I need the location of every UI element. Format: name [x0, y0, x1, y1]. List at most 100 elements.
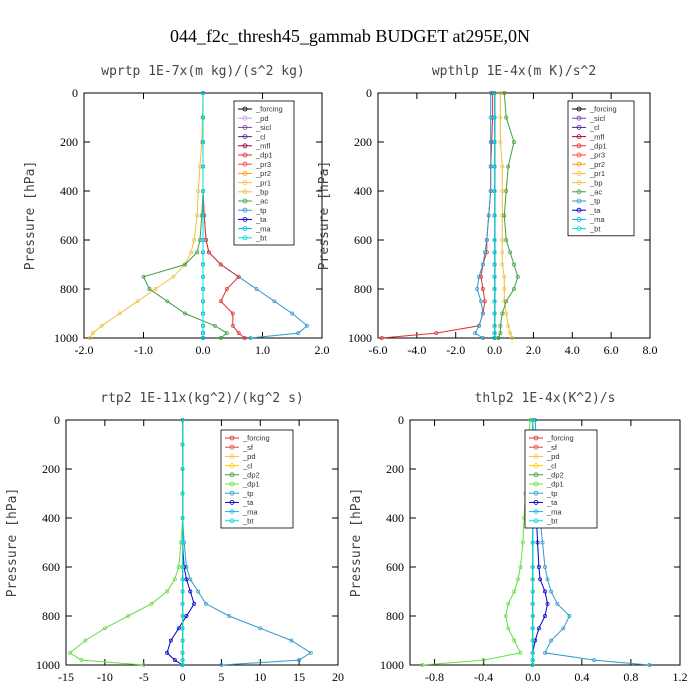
series-point — [227, 614, 232, 618]
series-point — [500, 164, 505, 169]
series-point — [180, 614, 185, 618]
series-point — [180, 658, 185, 663]
series-point — [203, 601, 208, 606]
x-tick-label: 4.0 — [565, 343, 580, 357]
x-tick-label: 0.0 — [487, 343, 502, 357]
series-point — [308, 650, 313, 655]
legend-marker — [533, 463, 539, 469]
series-point — [480, 336, 485, 340]
legend-entry: _cl — [242, 461, 253, 470]
x-tick-label: -6.0 — [369, 343, 388, 357]
legend-entry: _tp — [255, 206, 266, 215]
series-point — [555, 601, 560, 606]
series-point — [504, 189, 509, 193]
series-point — [492, 164, 497, 169]
legend-marker — [242, 143, 248, 149]
series-point — [492, 287, 497, 291]
legend-entry: _cl — [255, 132, 266, 141]
legend-entry: _bt — [242, 517, 254, 526]
series-point — [504, 115, 509, 120]
legend-marker — [533, 518, 539, 524]
legend-marker — [576, 189, 582, 195]
series-point — [195, 213, 200, 218]
series-point — [218, 299, 223, 304]
series-point — [530, 614, 535, 618]
series-point — [540, 540, 545, 545]
legend: _forcing_sf_pd_cl_dp2_dp1_tp_ta_ma_bt — [524, 429, 598, 529]
series-point — [549, 589, 554, 594]
legend-entry: _ac — [255, 197, 268, 206]
series-point — [180, 601, 185, 606]
series-point — [219, 663, 224, 667]
series-point — [510, 336, 515, 340]
series-point — [188, 589, 193, 594]
series-point — [502, 213, 507, 218]
legend-entry: _dp2 — [546, 471, 564, 480]
series-point — [549, 638, 554, 643]
series-point — [530, 658, 535, 663]
legend-entry: _ta — [589, 206, 601, 215]
series-point — [500, 311, 505, 316]
series-point — [543, 650, 547, 655]
series-point — [482, 299, 487, 304]
series-point — [518, 650, 523, 655]
series-point — [126, 614, 131, 618]
legend-marker — [229, 453, 235, 459]
legend-entry: _pd — [242, 452, 256, 461]
series-point — [201, 213, 205, 218]
series-point — [512, 589, 517, 594]
legend-entry: _pd — [546, 452, 560, 461]
legend-marker — [576, 143, 582, 149]
series-point — [141, 274, 146, 279]
legend-marker — [576, 180, 582, 186]
legend-entry: _dp1 — [589, 142, 607, 151]
legend-entry: _cl — [546, 461, 557, 470]
legend-entry: _dp1 — [255, 151, 273, 160]
series-point — [538, 577, 543, 582]
series-point — [530, 577, 535, 582]
legend-marker — [576, 106, 582, 112]
legend-box — [567, 100, 635, 237]
legend-marker — [533, 499, 539, 505]
y-tick-label: 200 — [354, 135, 372, 149]
legend-marker — [242, 180, 248, 186]
legend-entry: _pr1 — [255, 178, 271, 187]
y-tick-label: 400 — [60, 184, 78, 198]
legend-marker — [576, 207, 582, 213]
series-point — [502, 287, 507, 291]
series-point — [230, 323, 235, 328]
x-tick-label: 2.0 — [526, 343, 541, 357]
legend-marker — [242, 216, 248, 222]
series-point — [504, 238, 509, 242]
series-line-dp1 — [381, 93, 494, 339]
series-point — [289, 638, 294, 643]
series-point — [535, 540, 540, 545]
legend-marker — [242, 106, 248, 112]
series-point — [102, 626, 107, 631]
series-point — [508, 250, 513, 255]
series-point — [141, 663, 146, 667]
legend-marker — [242, 226, 248, 232]
series-point — [536, 565, 541, 569]
series-point — [149, 601, 154, 606]
x-tick-label: 1.2 — [673, 670, 688, 684]
legend-entry: _forcing — [546, 434, 574, 443]
series-point — [135, 299, 140, 304]
series-point — [192, 601, 197, 606]
x-tick-label: 0.8 — [623, 670, 638, 684]
series-point — [530, 626, 535, 631]
series-point — [492, 311, 497, 316]
series-point — [196, 589, 201, 594]
legend-entry: _mfl — [255, 142, 271, 151]
series-point — [180, 565, 185, 569]
legend-entry: _pr3 — [589, 151, 605, 160]
series-point — [153, 287, 158, 291]
series-point — [172, 577, 177, 582]
series-point — [201, 262, 205, 267]
panel-title: rtp2 1E-11x(kg^2)/(kg^2 s) — [100, 391, 304, 406]
legend: _forcing_sf_pd_cl_dp2_dp1_tp_ta_ma_bt — [220, 429, 294, 529]
series-point — [480, 287, 485, 291]
series-point — [481, 658, 486, 663]
series-point — [212, 323, 217, 328]
series-point — [488, 189, 493, 193]
